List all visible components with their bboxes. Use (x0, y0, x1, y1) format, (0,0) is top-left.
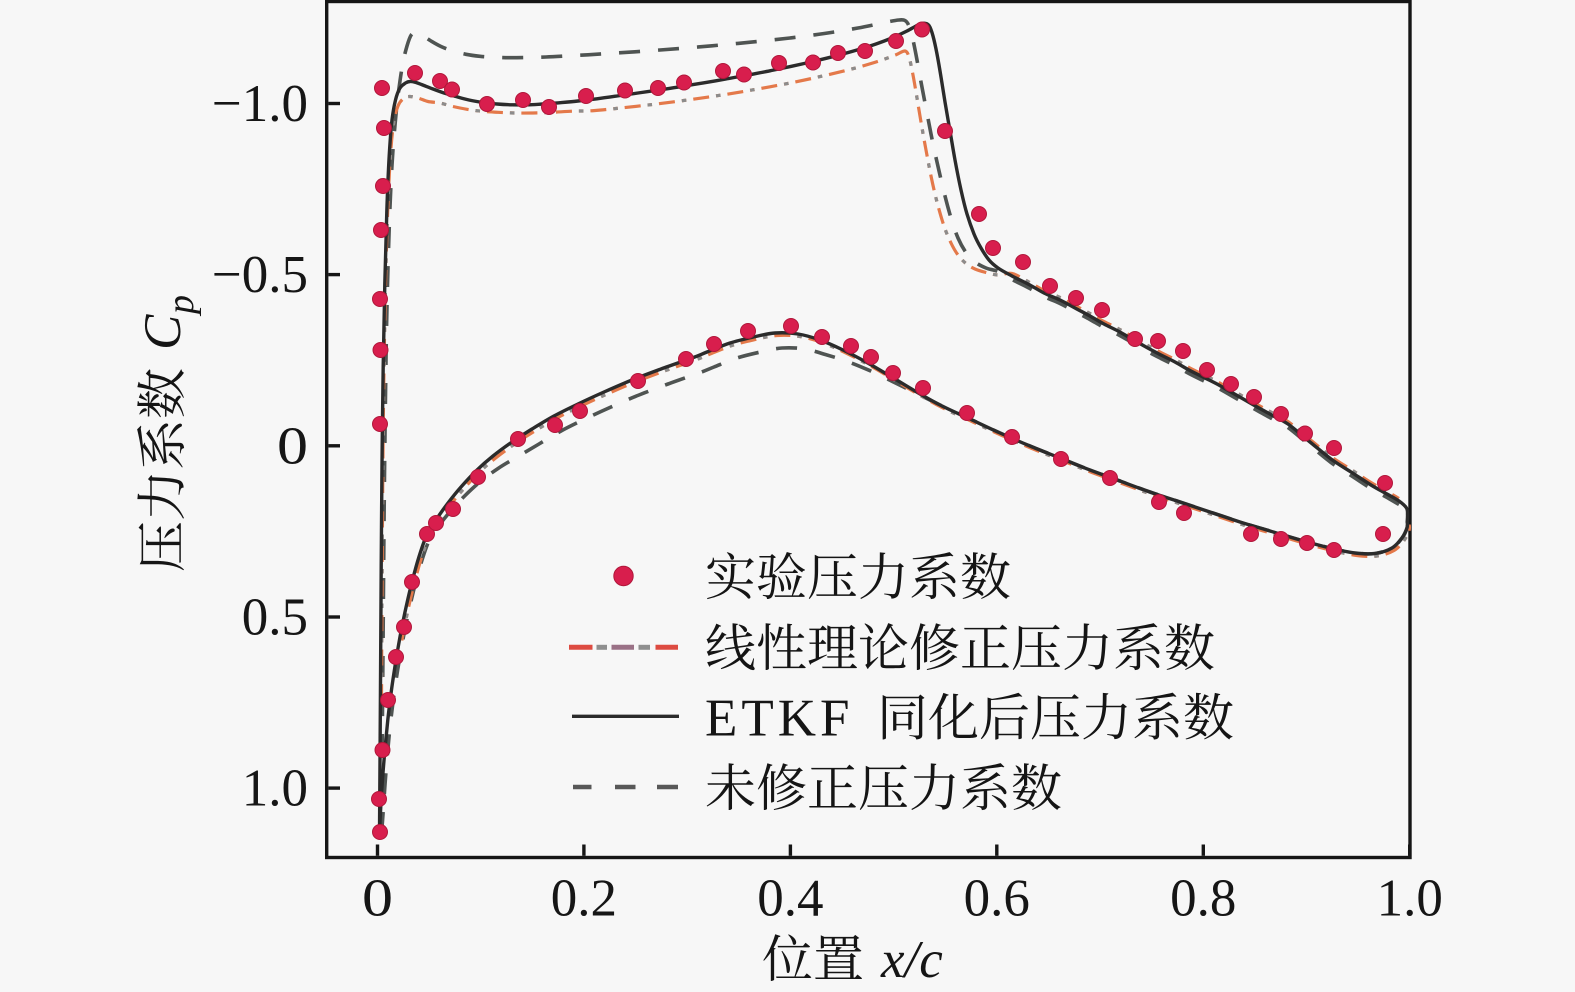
svg-text:0: 0 (362, 870, 393, 928)
svg-text:0.6: 0.6 (964, 870, 1030, 928)
svg-text:−0.5: −0.5 (212, 246, 308, 304)
svg-text:ETKF: ETKF (705, 690, 854, 748)
svg-text:p: p (160, 295, 202, 317)
svg-text:0.2: 0.2 (551, 870, 617, 928)
svg-text:0.5: 0.5 (242, 589, 308, 647)
svg-text:−1.0: −1.0 (212, 75, 308, 133)
svg-text:0: 0 (277, 417, 308, 475)
svg-text:C: C (134, 314, 192, 350)
svg-text:0.4: 0.4 (757, 870, 823, 928)
svg-text:1.0: 1.0 (1377, 870, 1443, 928)
svg-text:x/c: x/c (880, 931, 943, 989)
svg-text:0.8: 0.8 (1170, 870, 1236, 928)
svg-text:1.0: 1.0 (242, 760, 308, 818)
